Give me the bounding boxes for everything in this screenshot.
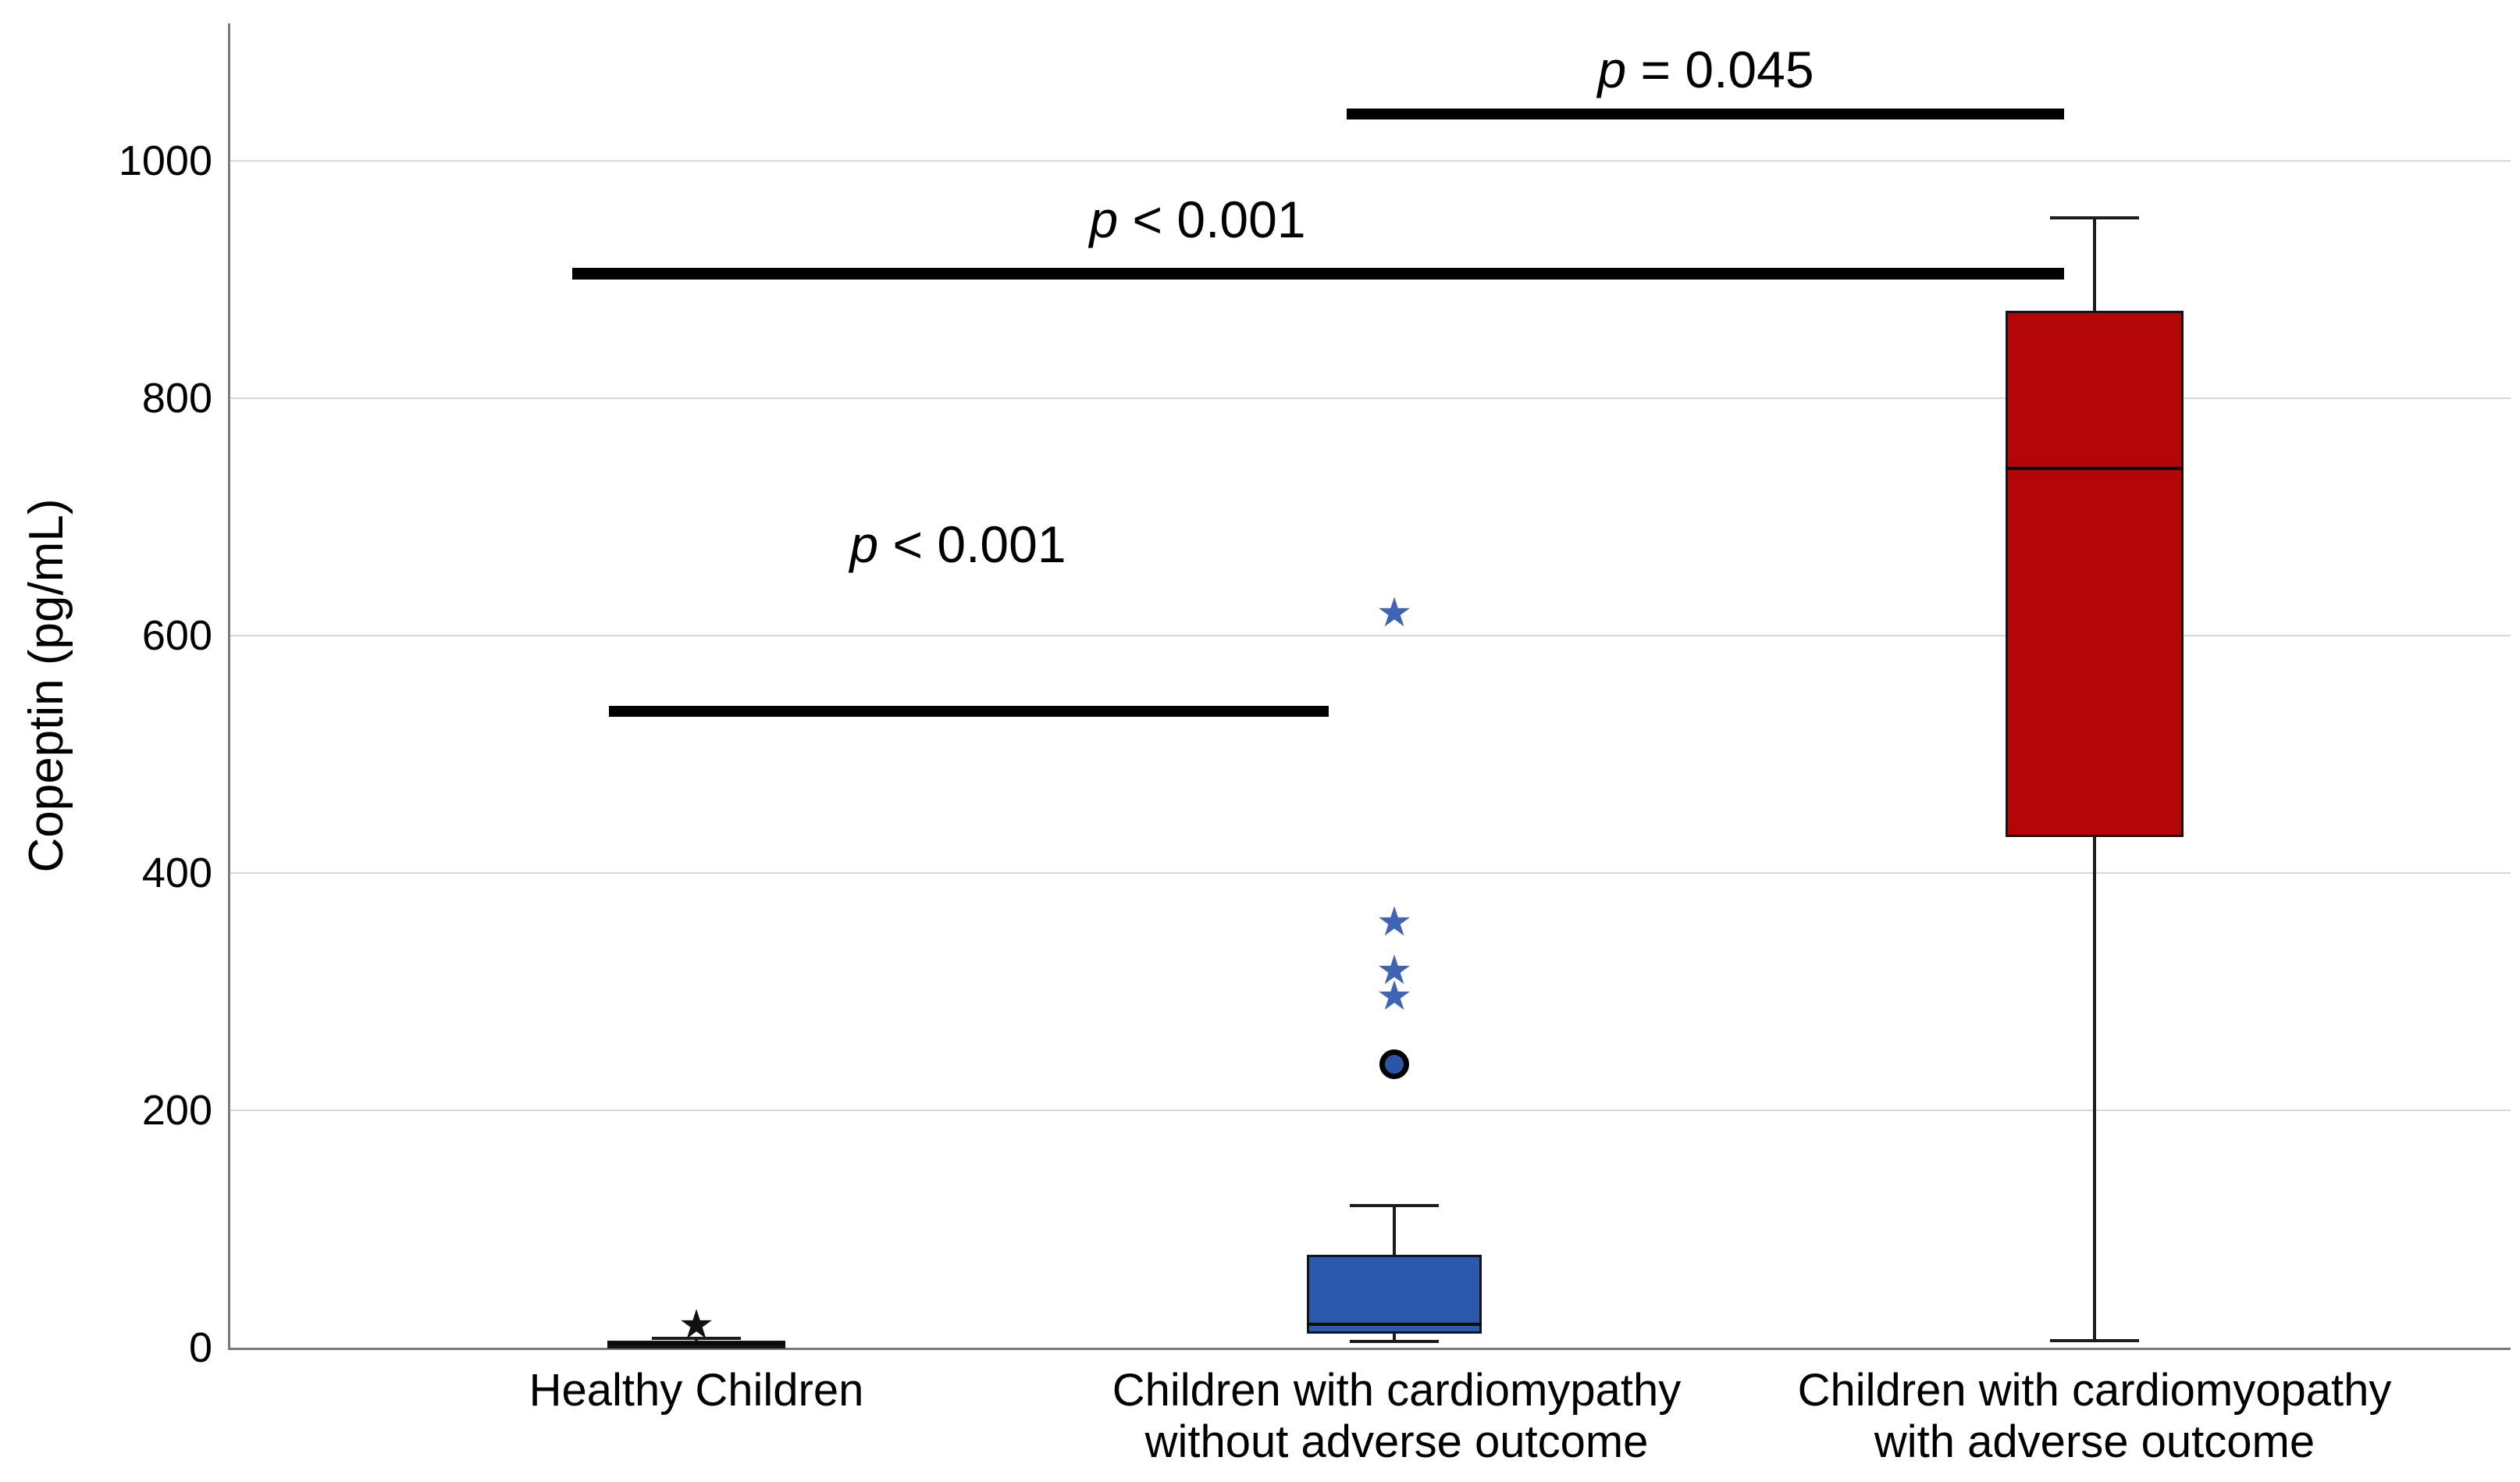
grid-line (228, 872, 2511, 874)
grid-line (228, 1110, 2511, 1111)
outlier-star: ★ (1376, 974, 1413, 1020)
significance-label: p < 0.001 (849, 515, 1066, 573)
lower-whisker-line (1393, 1333, 1396, 1342)
x-category-label-line: Children with cardiomypathy (1112, 1365, 1682, 1416)
p-symbol: p (1597, 41, 1627, 98)
outlier-star: ★ (678, 1302, 715, 1348)
upper-whisker-cap (652, 1336, 741, 1340)
grid-line (228, 160, 2511, 162)
upper-whisker-line (2093, 217, 2096, 311)
p-symbol: p (849, 515, 879, 573)
y-tick-label: 600 (141, 612, 212, 659)
significance-bar (572, 268, 2064, 280)
lower-whisker-cap (2050, 1338, 2139, 1342)
x-category-label-line: with adverse outcome (1874, 1416, 2315, 1467)
lower-whisker-line (2093, 837, 2096, 1341)
significance-bar (609, 706, 1329, 717)
y-axis-line (228, 23, 230, 1350)
x-category-label-line: without adverse outcome (1144, 1416, 1649, 1467)
median-line (2006, 466, 2184, 470)
box (1307, 1255, 1482, 1334)
x-category-label-line: Children with cardiomyopathy (1797, 1365, 2392, 1416)
significance-label: p < 0.001 (1089, 191, 1306, 248)
median-line (1307, 1322, 1482, 1326)
lower-whisker-cap (1350, 1340, 1439, 1344)
box (2006, 310, 2184, 838)
outlier-star: ★ (1376, 947, 1413, 993)
x-category-label: Healthy Children (529, 1365, 864, 1416)
y-tick-label: 0 (188, 1324, 212, 1371)
y-tick-label: 200 (141, 1087, 212, 1134)
p-symbol: p (1089, 191, 1119, 248)
outlier-circle (1379, 1049, 1409, 1079)
x-axis-line (228, 1348, 2511, 1350)
x-category-label: Children with cardiomypathy without adver… (1112, 1365, 1682, 1468)
y-tick-label: 1000 (118, 137, 212, 184)
y-tick-label: 800 (141, 375, 212, 422)
outlier-star: ★ (1376, 590, 1413, 636)
x-category-label: Children with cardiomyopathy with adverse… (1798, 1365, 2392, 1468)
significance-label: p = 0.045 (1597, 41, 1814, 98)
upper-whisker-cap (2050, 216, 2139, 219)
y-axis-title: Copeptin (pg/mL) (20, 498, 73, 873)
significance-bar (1347, 109, 2064, 119)
outlier-star: ★ (1376, 899, 1413, 945)
upper-whisker-line (1393, 1205, 1396, 1256)
y-tick-label: 400 (141, 850, 212, 896)
x-category-label-line: Healthy Children (529, 1365, 864, 1416)
grid-line (228, 635, 2511, 636)
median-line (607, 1342, 785, 1346)
upper-whisker-cap (1350, 1203, 1439, 1207)
grid-line (228, 397, 2511, 399)
